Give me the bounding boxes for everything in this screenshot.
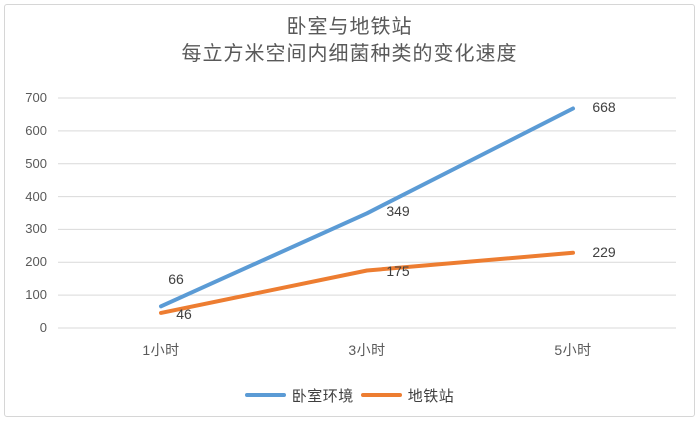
data-label: 175 — [386, 262, 410, 279]
x-tick-label: 3小时 — [348, 342, 386, 358]
data-label: 46 — [176, 305, 192, 322]
data-label: 668 — [592, 98, 616, 115]
x-tick-label: 5小时 — [554, 342, 592, 358]
chart-subtitle: 每立方米空间内细菌种类的变化速度 — [181, 43, 518, 65]
legend-label: 地铁站 — [407, 387, 455, 405]
y-tick-label: 500 — [25, 155, 47, 171]
data-label: 229 — [592, 243, 616, 260]
y-tick-label: 600 — [25, 122, 47, 138]
chart-title-block: 卧室与地铁站 每立方米空间内细菌种类的变化速度 — [5, 14, 694, 68]
y-tick-label: 400 — [25, 188, 47, 204]
legend: 卧室环境 地铁站 — [5, 385, 694, 406]
series-line-1 — [159, 250, 575, 315]
y-tick-label: 300 — [25, 221, 47, 237]
series-line-0 — [159, 106, 575, 309]
y-tick-label: 0 — [39, 320, 47, 335]
legend-item-1: 地铁站 — [360, 385, 455, 406]
x-tick-label: 1小时 — [142, 342, 180, 358]
chart-title: 卧室与地铁站 — [286, 16, 413, 38]
chart-canvas: 卧室与地铁站 每立方米空间内细菌种类的变化速度 0 100 200 300 400 500… — [4, 4, 695, 417]
legend-line-swatch — [360, 393, 402, 397]
legend-item-0: 卧室环境 — [244, 385, 354, 406]
plot-area-svg — [58, 97, 676, 329]
y-tick-label: 100 — [25, 287, 47, 303]
legend-label: 卧室环境 — [291, 387, 354, 405]
y-tick-label: 200 — [25, 254, 47, 270]
y-tick-label: 700 — [25, 90, 47, 105]
legend-line-swatch — [244, 393, 286, 397]
data-label: 349 — [386, 203, 410, 220]
data-label: 66 — [168, 271, 184, 288]
